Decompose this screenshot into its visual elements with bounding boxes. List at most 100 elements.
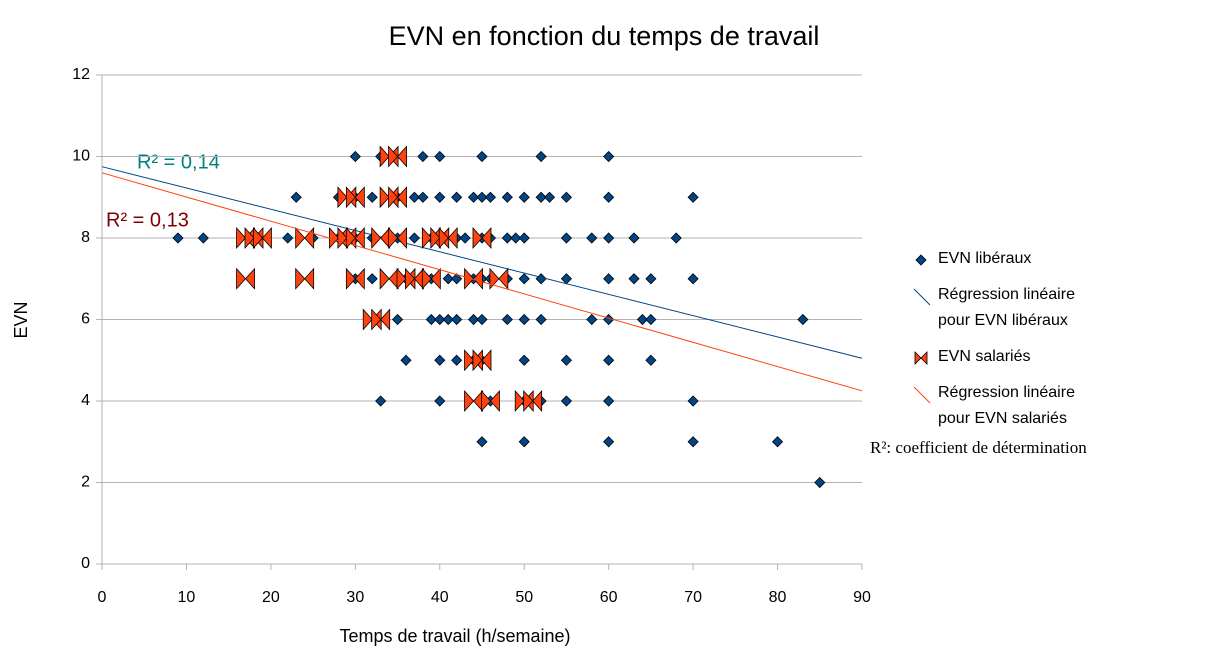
- point: [375, 395, 387, 407]
- x-tick-label: 30: [346, 589, 364, 606]
- legend-line: [913, 288, 931, 306]
- point: [349, 150, 361, 163]
- legend-symbol: [913, 288, 931, 306]
- point: [543, 191, 556, 203]
- point: [518, 273, 530, 285]
- point: [371, 226, 391, 250]
- x-tick-label: 0: [98, 589, 107, 606]
- legend-label: Régression linéaire pour EVN salariés: [938, 384, 1075, 427]
- point: [687, 273, 699, 285]
- point: [501, 232, 513, 244]
- legend-symbol: [914, 351, 928, 365]
- legend-marker: [914, 351, 928, 365]
- point: [484, 191, 497, 203]
- point: [467, 191, 480, 203]
- point: [797, 313, 809, 326]
- point: [345, 267, 365, 290]
- point: [670, 232, 682, 244]
- point: [687, 395, 699, 407]
- point: [560, 191, 573, 203]
- point: [636, 313, 649, 326]
- point: [345, 226, 365, 250]
- point: [603, 395, 615, 407]
- point: [282, 232, 294, 244]
- point: [603, 150, 615, 163]
- point: [501, 191, 513, 203]
- point: [603, 232, 615, 244]
- point: [434, 191, 446, 203]
- y-tick-label: 2: [81, 474, 90, 491]
- point: [518, 232, 530, 244]
- point: [379, 267, 399, 290]
- point: [442, 273, 454, 285]
- point: [535, 191, 547, 203]
- point: [345, 186, 365, 209]
- x-tick-label: 20: [262, 589, 280, 606]
- point: [603, 436, 615, 448]
- regression-line: [101, 172, 863, 392]
- point: [366, 191, 378, 203]
- point: [510, 232, 522, 244]
- x-tick-label: 60: [600, 589, 618, 606]
- point: [408, 191, 421, 203]
- point: [442, 313, 454, 326]
- point: [472, 349, 492, 372]
- point: [400, 354, 412, 366]
- point: [421, 267, 441, 290]
- point: [434, 395, 446, 407]
- point: [603, 191, 615, 203]
- point: [459, 232, 471, 244]
- point: [560, 395, 573, 407]
- point: [467, 313, 480, 326]
- point: [253, 226, 272, 250]
- point: [687, 191, 699, 203]
- legend-label: EVN salariés: [938, 348, 1031, 365]
- y-tick-label: 6: [81, 311, 90, 328]
- annotation: R²: coefficient de détermination: [870, 438, 1087, 457]
- point: [560, 354, 573, 366]
- point: [417, 150, 429, 163]
- point: [814, 476, 826, 489]
- point: [476, 313, 488, 326]
- point: [236, 267, 255, 290]
- point: [518, 313, 530, 326]
- legend-marker: [915, 254, 927, 266]
- point: [464, 389, 483, 413]
- y-tick-label: 10: [72, 148, 90, 165]
- point: [586, 232, 598, 244]
- point: [451, 191, 463, 203]
- point: [518, 191, 530, 203]
- y-tick-label: 12: [72, 66, 90, 83]
- point: [476, 191, 488, 203]
- point: [366, 273, 378, 285]
- point: [489, 267, 509, 290]
- y-tick-label: 0: [81, 555, 90, 572]
- legend-line: [913, 386, 931, 404]
- point: [771, 436, 784, 448]
- point: [472, 226, 492, 250]
- point: [425, 313, 437, 326]
- point: [535, 313, 547, 326]
- point: [535, 150, 547, 163]
- legend-label: Régression linéaire pour EVN libéraux: [938, 286, 1075, 329]
- point: [501, 313, 513, 326]
- legend-item: EVN libéraux: [912, 246, 1102, 272]
- legend-item: Régression linéaire pour EVN salariés: [912, 380, 1102, 432]
- regression-line: [101, 166, 863, 359]
- point: [535, 273, 547, 285]
- y-axis-label: EVN: [11, 301, 31, 338]
- point: [371, 308, 391, 331]
- point: [645, 313, 657, 326]
- point: [645, 354, 657, 366]
- y-tick-label: 4: [81, 392, 90, 409]
- y-tick-label: 8: [81, 229, 90, 246]
- legend-symbol: [915, 254, 927, 266]
- point: [560, 273, 573, 285]
- annotation: R² = 0,13: [106, 209, 189, 231]
- point: [388, 226, 407, 250]
- point: [434, 354, 446, 366]
- point: [172, 232, 184, 244]
- point: [408, 232, 421, 244]
- point: [687, 436, 699, 448]
